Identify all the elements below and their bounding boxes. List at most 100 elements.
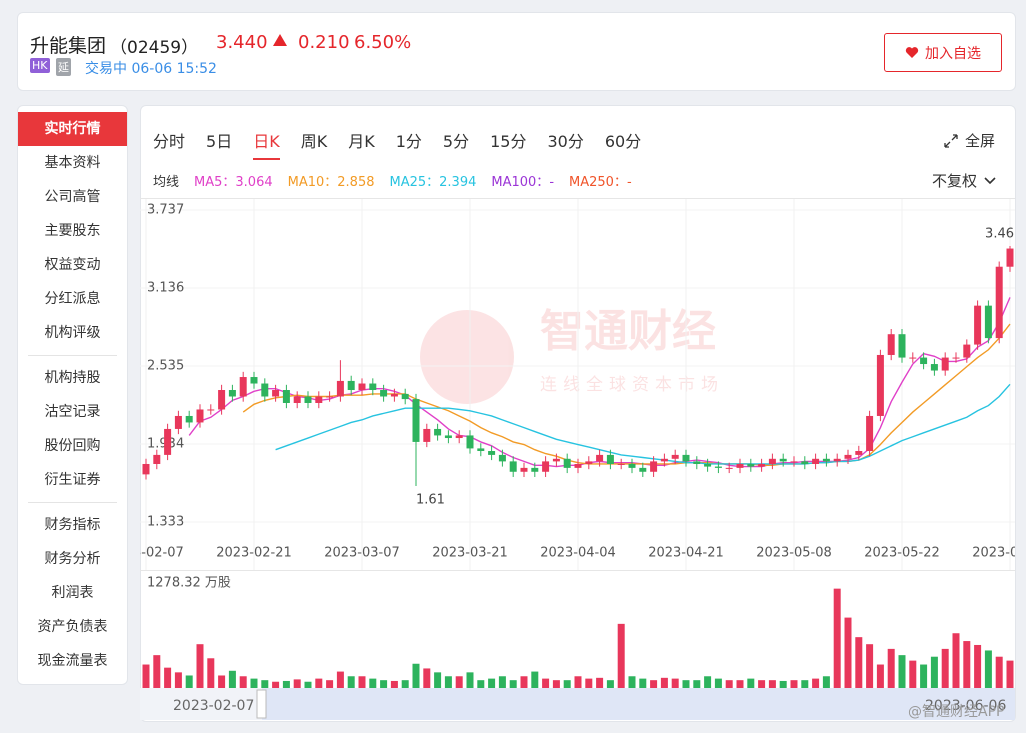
change: 0.210 [298, 32, 350, 53]
sidebar-item[interactable]: 实时行情 [18, 112, 127, 146]
sidebar-item[interactable]: 财务指标 [44, 517, 101, 533]
volume-bar [585, 678, 593, 688]
sidebar-item[interactable]: 资产负债表 [37, 619, 108, 635]
sidebar-item[interactable]: 利润表 [51, 585, 94, 601]
y-tick-label: 3.136 [147, 281, 184, 296]
candle-body [585, 461, 593, 464]
sidebar-item[interactable]: 机构持股 [44, 370, 101, 386]
candle-body [563, 458, 571, 468]
watermark-brand: 智通财经 [540, 306, 716, 357]
tab[interactable]: 周K [300, 132, 328, 151]
volume-bar [725, 680, 733, 688]
tab[interactable]: 15分 [490, 132, 527, 151]
x-tick-label: 2023-03-07 [324, 546, 400, 561]
candle-body [876, 354, 884, 416]
candle-body [380, 390, 388, 397]
stock-code: （02459） [110, 38, 199, 58]
candle-body [822, 458, 830, 462]
x-tick-label: 2023-02-07 [140, 546, 184, 561]
range-start: 2023-02-07 [173, 698, 254, 714]
candle-body [142, 463, 150, 475]
volume-bar [984, 650, 992, 688]
candle-body [250, 377, 258, 384]
range-handle[interactable] [256, 689, 267, 719]
sidebar-item[interactable]: 分红派息 [44, 291, 101, 307]
sidebar-item[interactable]: 主要股东 [44, 223, 101, 239]
sidebar-item[interactable]: 股份回购 [44, 438, 101, 454]
volume-bar [412, 663, 420, 688]
volume-bar [196, 644, 204, 688]
sidebar-item[interactable]: 公司高管 [44, 189, 101, 205]
x-tick-label: 2023-06-06 [972, 546, 1015, 561]
volume-bar [531, 671, 539, 688]
candle-body [682, 454, 690, 462]
tab[interactable]: 1分 [395, 132, 422, 151]
sidebar-item[interactable]: 权益变动 [44, 257, 101, 273]
volume-bar [272, 681, 280, 688]
volume-bar [369, 678, 377, 688]
x-tick-label: 2023-04-04 [540, 546, 616, 561]
tab[interactable]: 日K [253, 128, 280, 160]
volume-bar [261, 680, 269, 688]
candle-body [336, 380, 344, 397]
candle-body [1006, 248, 1014, 267]
volume-bar [844, 617, 852, 688]
volume-bar [995, 656, 1003, 688]
volume-bar [164, 667, 172, 688]
tab[interactable]: 5分 [442, 132, 470, 151]
candle-body [326, 396, 334, 398]
sidebar-item[interactable]: 沽空记录 [44, 404, 101, 420]
adjust-select[interactable]: 不复权 [932, 170, 997, 191]
volume-bar [315, 678, 323, 688]
volume-bar [477, 680, 485, 688]
change-pct: 6.50% [354, 32, 412, 53]
volume-bar [358, 676, 366, 688]
candle-body [455, 435, 463, 439]
sidebar-item[interactable]: 现金流量表 [37, 653, 108, 669]
y-tick-label: 1.333 [147, 515, 184, 530]
ma-name: MA250： [569, 175, 627, 190]
range-selection[interactable] [262, 688, 1015, 720]
volume-bar [466, 672, 474, 688]
candle-body [639, 467, 647, 472]
volume-bar [833, 588, 841, 688]
volume-bar [974, 644, 982, 688]
tab[interactable]: 5日 [206, 132, 233, 151]
tab[interactable]: 月K [348, 132, 375, 151]
volume-bar [574, 676, 582, 688]
ma-name: MA10： [287, 175, 338, 190]
ma-legend-item: MA25：2.394 [390, 171, 477, 190]
candle-body [164, 428, 172, 455]
candle-body [736, 463, 744, 468]
candle-body [444, 435, 452, 439]
sidebar-item[interactable]: 衍生证券 [44, 472, 101, 488]
sidebar-separator [28, 502, 117, 503]
sidebar-item[interactable]: 财务分析 [44, 551, 101, 567]
sidebar-item[interactable]: 基本资料 [44, 155, 101, 171]
up-arrow [273, 34, 287, 46]
volume-bar [455, 676, 463, 688]
watch-button[interactable]: 加入自选 [884, 33, 1002, 72]
sidebar-item[interactable]: 机构评级 [44, 325, 101, 341]
candle-body [812, 458, 820, 464]
candle-body [531, 467, 539, 472]
volume-bar [218, 675, 226, 688]
fullscreen-button[interactable]: 全屏 [943, 130, 995, 151]
tab[interactable]: 30分 [547, 132, 584, 151]
x-tick-label: 2023-05-08 [756, 546, 832, 561]
volume-bar [714, 678, 722, 688]
tab[interactable]: 60分 [604, 132, 642, 151]
candle-body [153, 454, 161, 464]
ma-value: - [626, 175, 632, 190]
candle-body [185, 415, 193, 423]
volume-bar [498, 676, 506, 688]
volume-bar [174, 672, 182, 688]
volume-tick-label: 1278.32 万股 [147, 576, 231, 591]
volume-bar [671, 678, 679, 688]
volume-bar [704, 676, 712, 688]
volume-bar [682, 680, 690, 688]
tab[interactable]: 分时 [153, 132, 186, 151]
volume-bar [401, 680, 409, 688]
candle-body [898, 334, 906, 358]
